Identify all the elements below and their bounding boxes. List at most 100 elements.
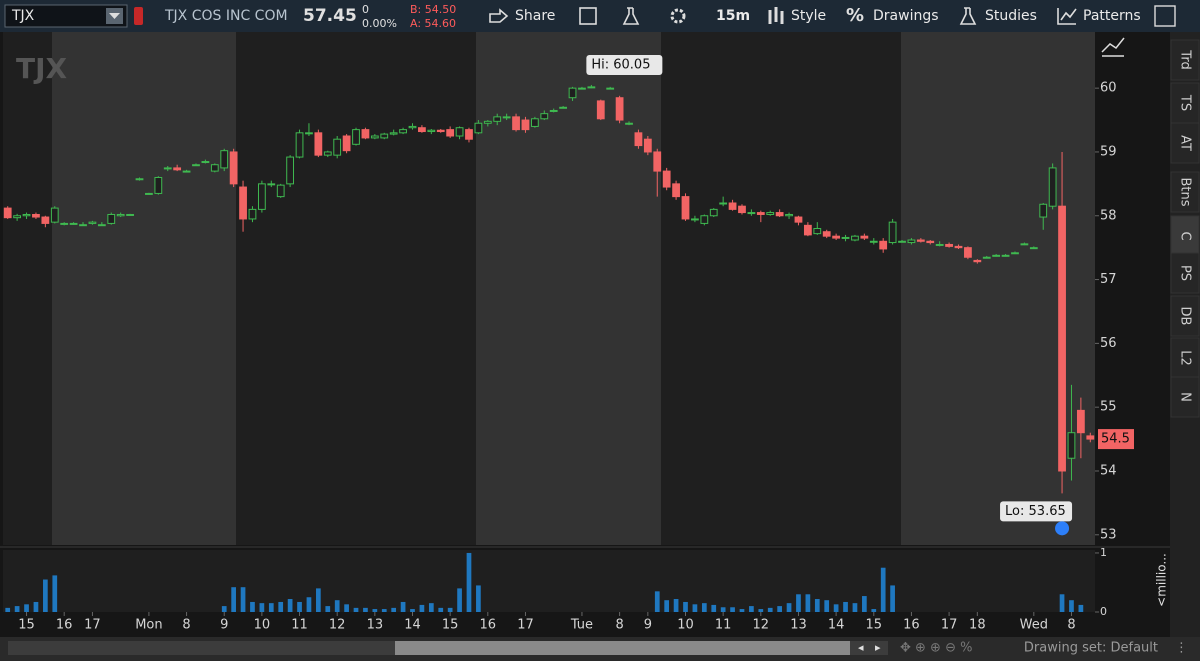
symbol-input[interactable] bbox=[4, 4, 128, 28]
sidebar-tab[interactable] bbox=[1170, 376, 1200, 418]
sidebar-tab-label[interactable]: DB bbox=[1178, 307, 1193, 326]
sidebar-tab-label[interactable]: PS bbox=[1178, 265, 1193, 281]
sidebar-tab-label[interactable]: Btns bbox=[1178, 177, 1193, 206]
volume-bar bbox=[24, 604, 29, 612]
volume-bar bbox=[381, 609, 387, 612]
volume-bar bbox=[805, 594, 811, 612]
link-marker[interactable] bbox=[134, 7, 143, 25]
settings-icon[interactable] bbox=[670, 8, 686, 24]
candle-body bbox=[474, 122, 483, 134]
share-button[interactable]: Share bbox=[515, 8, 555, 24]
drawings-button[interactable]: Drawings bbox=[873, 8, 939, 24]
style-icon bbox=[768, 7, 784, 24]
x-tick-label: 17 bbox=[941, 618, 958, 633]
event-marker[interactable] bbox=[1055, 521, 1070, 536]
sidebar-tab-label[interactable]: L2 bbox=[1178, 350, 1193, 366]
candle-body bbox=[822, 231, 831, 237]
drawing-set[interactable]: Drawing set: Default bbox=[1024, 641, 1158, 656]
y-tick-label: 55 bbox=[1100, 400, 1117, 415]
candle-body bbox=[945, 243, 953, 247]
timeframe-button[interactable]: 15m bbox=[716, 8, 750, 24]
volume-bar bbox=[259, 603, 265, 612]
candle-body bbox=[860, 235, 869, 239]
volume-bar bbox=[306, 597, 312, 612]
volume-bar bbox=[344, 604, 349, 612]
y-tick-label: 53 bbox=[1100, 527, 1117, 542]
studies-button[interactable]: Studies bbox=[985, 8, 1037, 24]
candle-body bbox=[898, 240, 906, 243]
candle-body bbox=[446, 129, 455, 137]
alert-icon[interactable] bbox=[579, 7, 597, 25]
zoom-icons[interactable]: ✥ ⊕ ⊕ ⊖ % bbox=[900, 641, 972, 656]
volume-bar bbox=[711, 604, 717, 612]
share-icon bbox=[489, 8, 509, 23]
scroll-right[interactable]: ▸ bbox=[875, 641, 881, 654]
menu-icon[interactable] bbox=[1154, 5, 1176, 27]
candle-body bbox=[154, 176, 163, 194]
volume-bar bbox=[240, 587, 246, 612]
volume-bar bbox=[353, 607, 359, 612]
drawing-set-menu[interactable]: ⋮ bbox=[1175, 641, 1188, 656]
candle-body bbox=[41, 216, 50, 224]
volume-bar bbox=[777, 606, 782, 612]
x-tick-label: 16 bbox=[903, 618, 920, 633]
sidebar-tab[interactable] bbox=[1170, 337, 1200, 379]
sidebar-tab[interactable] bbox=[1170, 171, 1200, 213]
candle-body bbox=[587, 86, 596, 89]
sidebar-tab-label[interactable]: N bbox=[1178, 392, 1193, 402]
x-tick-label: 10 bbox=[254, 618, 271, 633]
candle-body bbox=[493, 116, 502, 122]
x-tick-label: 11 bbox=[715, 618, 732, 633]
scroll-left[interactable]: ◂ bbox=[858, 641, 864, 654]
ask: A: 54.60 bbox=[410, 17, 456, 30]
candle-body bbox=[248, 208, 257, 220]
volume-bar bbox=[325, 606, 331, 612]
candle-body bbox=[719, 202, 728, 205]
symbol[interactable]: TJX bbox=[11, 8, 35, 24]
volume-bar bbox=[14, 606, 20, 612]
x-tick-label: 17 bbox=[84, 618, 101, 633]
patterns-button[interactable]: Patterns bbox=[1083, 8, 1141, 24]
flask-icon[interactable] bbox=[622, 7, 640, 25]
last-price-label: 54.5 bbox=[1101, 432, 1130, 447]
y-tick-label: 57 bbox=[1100, 272, 1117, 287]
volume-bar bbox=[278, 601, 284, 612]
candle-body bbox=[107, 213, 116, 224]
volume-bar bbox=[1059, 594, 1065, 612]
sidebar-tab-label[interactable]: Trd bbox=[1178, 49, 1193, 69]
volume-bar bbox=[419, 604, 425, 612]
volume-bar bbox=[758, 609, 764, 612]
candle-body bbox=[60, 222, 69, 225]
watermark: TJX bbox=[16, 52, 68, 85]
sidebar-tab-label[interactable]: TS bbox=[1178, 94, 1193, 111]
autoscale-icon[interactable] bbox=[1101, 37, 1125, 57]
volume-bar bbox=[852, 603, 858, 612]
sidebar-tab[interactable] bbox=[1170, 215, 1200, 257]
candle-body bbox=[738, 205, 746, 214]
sidebar-tab-label[interactable]: AT bbox=[1178, 135, 1193, 151]
sidebar-tab-label[interactable]: C bbox=[1178, 231, 1193, 240]
sidebar-tab[interactable] bbox=[1170, 82, 1200, 124]
sidebar-tab[interactable] bbox=[1170, 252, 1200, 294]
candle-body bbox=[1029, 247, 1038, 250]
candle-body bbox=[615, 97, 624, 121]
candle-body bbox=[380, 133, 389, 139]
sidebar-tab[interactable] bbox=[1170, 39, 1200, 81]
candle-body bbox=[578, 87, 586, 90]
style-button[interactable]: Style bbox=[791, 8, 826, 24]
candle-body bbox=[888, 221, 897, 244]
candle-body bbox=[1001, 254, 1010, 257]
candle-body bbox=[97, 224, 106, 227]
candle-body bbox=[135, 178, 144, 181]
candle-body bbox=[1048, 167, 1057, 207]
y-tick-label: 59 bbox=[1100, 144, 1117, 159]
sidebar-tab[interactable] bbox=[1170, 295, 1200, 337]
x-tick-label: 13 bbox=[367, 618, 384, 633]
candle-body bbox=[88, 221, 97, 224]
candle-body bbox=[728, 202, 737, 210]
candle-body bbox=[606, 87, 615, 90]
scrollbar-thumb[interactable] bbox=[395, 641, 850, 655]
candle-body bbox=[79, 224, 87, 227]
candle-body bbox=[766, 212, 775, 215]
sidebar-tab[interactable] bbox=[1170, 122, 1200, 164]
